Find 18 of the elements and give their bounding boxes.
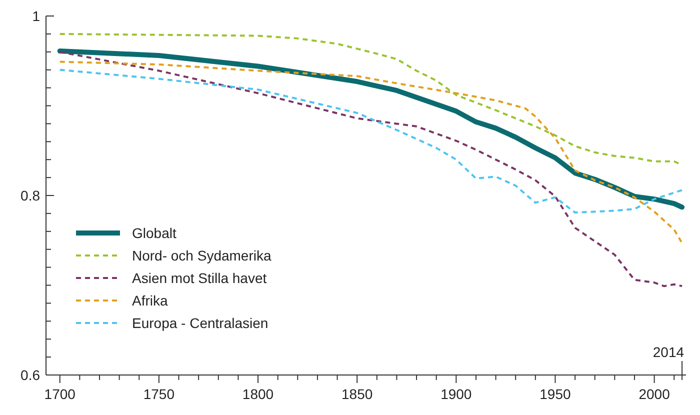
y-tick-label: 1 (32, 8, 40, 24)
x-tick-label: 2000 (638, 386, 670, 402)
line-series (58, 50, 684, 288)
x-tick-label: 1800 (242, 386, 274, 402)
x-tick-label: 1900 (440, 386, 472, 402)
legend-label: Asien mot Stilla havet (132, 270, 267, 286)
legend-label: Europa - Centralasien (132, 315, 268, 331)
y-tick-label: 0.8 (20, 187, 40, 204)
legend-label: Globalt (132, 225, 176, 241)
y-tick-label: 0.6 (20, 366, 40, 383)
legend-label: Nord- och Sydamerika (132, 248, 272, 264)
line-series (58, 60, 684, 244)
x-tick-label: 1850 (342, 386, 373, 402)
x-tick-label: 1950 (540, 386, 572, 402)
x-tick-label: 1700 (44, 386, 76, 402)
annotation: 2014 (652, 344, 684, 360)
x-tick-label: 1750 (143, 386, 175, 402)
legend-label: Afrika (132, 292, 168, 308)
